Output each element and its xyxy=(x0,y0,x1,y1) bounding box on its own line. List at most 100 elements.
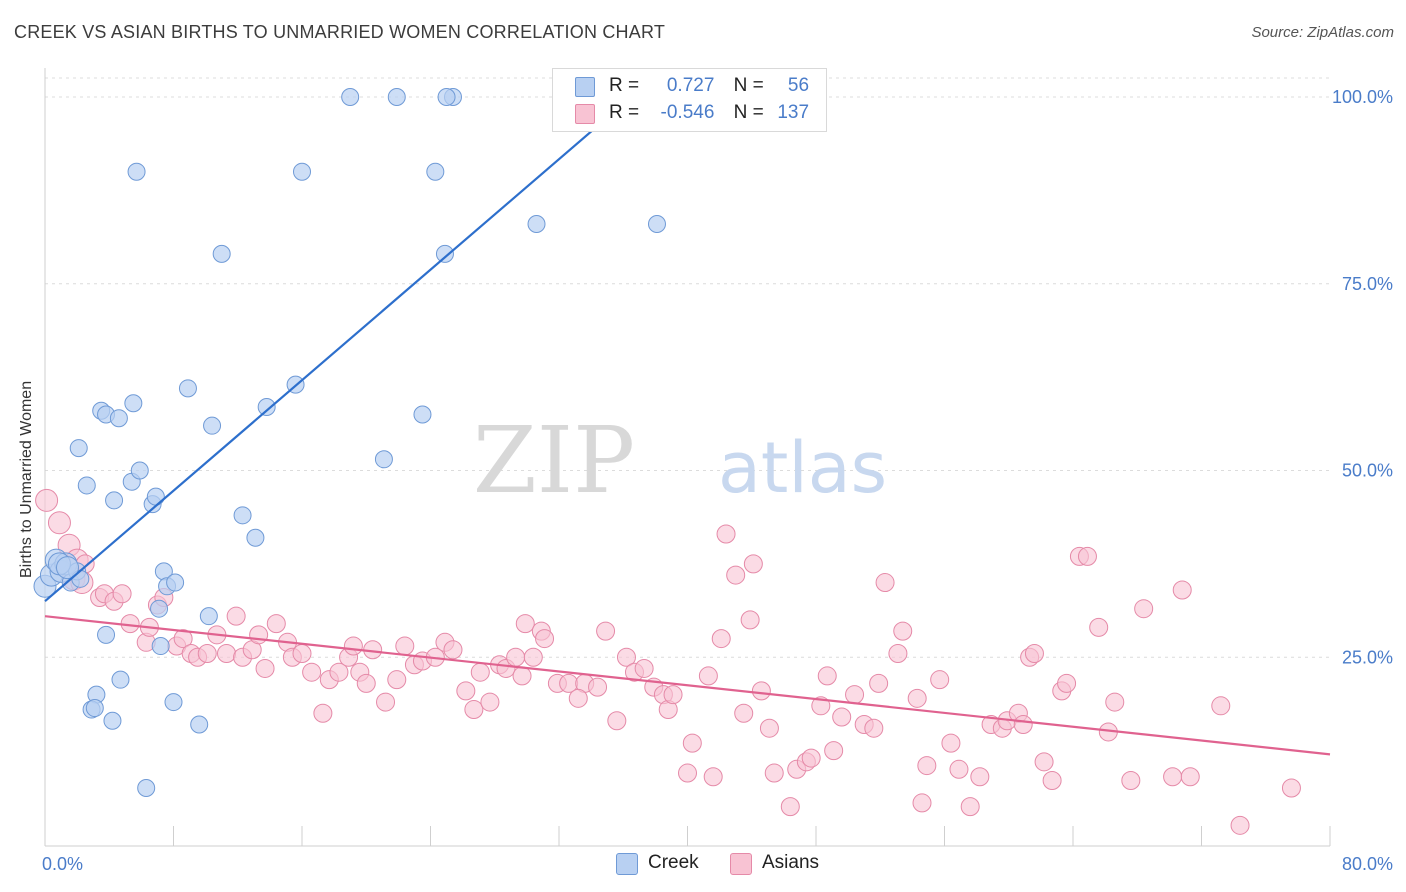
asian-point xyxy=(780,797,800,817)
asian-point xyxy=(912,793,932,813)
asian-point xyxy=(515,614,535,634)
asian-point xyxy=(329,662,349,682)
tick-labels: 25.0% 50.0% 75.0% 100.0% 0.0% 80.0% xyxy=(42,87,1393,874)
asian-point xyxy=(1281,778,1301,798)
asians-r-value: -0.546 xyxy=(660,102,715,123)
axes xyxy=(44,68,1331,847)
creek-trend-line xyxy=(44,96,632,603)
asian-point xyxy=(941,733,961,753)
asian-point xyxy=(1172,580,1192,600)
asian-point xyxy=(907,688,927,708)
y-tick-label: 100.0% xyxy=(1332,87,1393,107)
asian-point xyxy=(226,606,246,626)
asian-point xyxy=(663,685,683,705)
creek-point xyxy=(527,214,546,233)
asian-point xyxy=(930,670,950,690)
creek-point xyxy=(257,398,276,417)
asian-point xyxy=(470,662,490,682)
creek-point xyxy=(164,693,183,712)
creek-point xyxy=(150,599,169,618)
creek-point xyxy=(137,778,156,797)
asian-point xyxy=(1230,815,1250,835)
creek-point xyxy=(146,487,165,506)
asian-point xyxy=(607,711,627,731)
creek-point xyxy=(85,699,104,718)
creek-point xyxy=(178,379,197,398)
creek-point xyxy=(127,162,146,181)
asian-point xyxy=(832,707,852,727)
asian-point xyxy=(596,621,616,641)
creek-point xyxy=(426,162,445,181)
asian-point xyxy=(740,610,760,630)
asian-point xyxy=(197,644,217,664)
asians-r-label: R = xyxy=(609,102,640,123)
asian-point xyxy=(47,511,71,535)
creek-point xyxy=(190,715,209,734)
asian-point xyxy=(249,625,269,645)
x-tick-label-end: 80.0% xyxy=(1342,854,1393,874)
asian-point xyxy=(716,524,736,544)
series-legend: Creek Asians xyxy=(0,852,1406,880)
creek-point xyxy=(374,450,393,469)
x-tick-label-start: 0.0% xyxy=(42,854,83,874)
asian-point xyxy=(759,718,779,738)
asian-point xyxy=(711,629,731,649)
y-tick-label: 25.0% xyxy=(1342,647,1393,667)
creek-point xyxy=(199,607,218,626)
asian-point xyxy=(743,554,763,574)
creek-point xyxy=(105,491,124,510)
asian-point xyxy=(864,718,884,738)
asian-point xyxy=(616,647,636,667)
asian-point xyxy=(506,647,526,667)
asian-point xyxy=(1077,546,1097,566)
asians-n-value: 137 xyxy=(777,102,810,123)
creek-swatch xyxy=(575,77,595,97)
asian-point xyxy=(698,666,718,686)
asian-point xyxy=(302,662,322,682)
asian-point xyxy=(588,677,608,697)
asian-point xyxy=(1163,767,1183,787)
asians-legend-swatch xyxy=(730,853,752,875)
asians-legend-label: Asians xyxy=(762,852,820,873)
asian-point xyxy=(456,681,476,701)
creek-point xyxy=(203,416,222,435)
asian-point xyxy=(734,703,754,723)
asian-point xyxy=(1134,599,1154,619)
asian-point xyxy=(512,666,532,686)
creek-point xyxy=(212,244,231,263)
creek-point xyxy=(69,439,88,458)
asian-point xyxy=(292,644,312,664)
asian-point xyxy=(1180,767,1200,787)
asian-point xyxy=(960,797,980,817)
asians-swatch xyxy=(575,104,595,124)
asian-point xyxy=(811,696,831,716)
asian-point xyxy=(173,629,193,649)
creek-point xyxy=(387,88,406,106)
asian-point xyxy=(1034,752,1054,772)
creek-point xyxy=(103,711,122,730)
y-tick-label: 50.0% xyxy=(1342,461,1393,481)
asian-point xyxy=(443,640,463,660)
creek-point xyxy=(151,637,170,656)
correlation-legend: R = 0.727 N = 56 R = -0.546 N = 137 xyxy=(552,68,827,132)
creek-point xyxy=(246,528,265,547)
asian-point xyxy=(751,681,771,701)
asian-point xyxy=(217,644,237,664)
creek-point xyxy=(55,556,79,580)
creek-legend-label: Creek xyxy=(648,852,699,873)
asian-point xyxy=(949,759,969,779)
trend-lines xyxy=(44,96,1331,756)
asian-point xyxy=(376,692,396,712)
y-tick-label: 75.0% xyxy=(1342,274,1393,294)
watermark: ZIP atlas xyxy=(473,407,887,514)
creek-r-value: 0.727 xyxy=(666,75,715,96)
asian-point xyxy=(266,614,286,634)
asian-point xyxy=(824,741,844,761)
asian-point xyxy=(523,647,543,667)
creek-point xyxy=(166,573,185,592)
creek-point xyxy=(293,162,311,181)
asian-point xyxy=(801,748,821,768)
grid-lines xyxy=(45,77,1330,658)
asian-point xyxy=(845,685,865,705)
asian-point xyxy=(1121,771,1141,791)
